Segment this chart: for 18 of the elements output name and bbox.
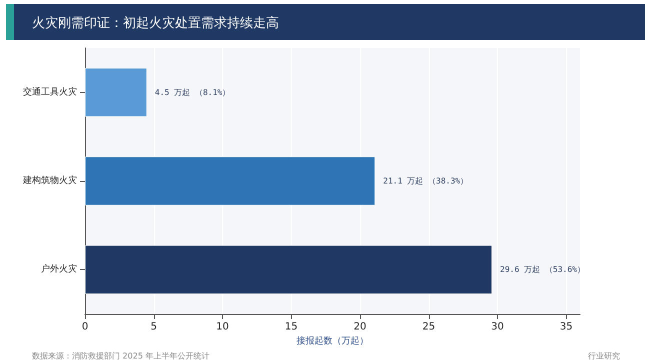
chart-title: 火灾刚需印证：初起火灾处置需求持续走高 (32, 15, 279, 32)
x-tick-label: 0 (82, 322, 88, 332)
source-note: 数据来源：消防救援部门 2025 年上半年公开统计 (32, 352, 210, 360)
x-tick-label: 30 (491, 322, 504, 332)
x-axis-title: 接报起数（万起） (296, 335, 368, 346)
data-label: 29.6 万起 （53.6%） (500, 265, 585, 274)
x-tick-label: 35 (560, 322, 573, 332)
x-tick-label: 15 (284, 322, 298, 332)
x-tick-label: 25 (422, 322, 436, 332)
y-tick-label: 建构筑物火灾 (22, 175, 77, 186)
x-tick-label: 20 (354, 322, 366, 332)
x-tick-label: 10 (216, 322, 229, 332)
data-label: 21.1 万起 （38.3%） (383, 176, 468, 186)
text: 行业研究 (588, 352, 620, 360)
x-tick-label: 5 (150, 322, 157, 332)
data-label: 4.5 万起 （8.1%） (154, 88, 230, 97)
y-tick-label: 交通工具火灾 (23, 86, 77, 98)
y-tick-label: 户外火灾 (41, 264, 77, 275)
